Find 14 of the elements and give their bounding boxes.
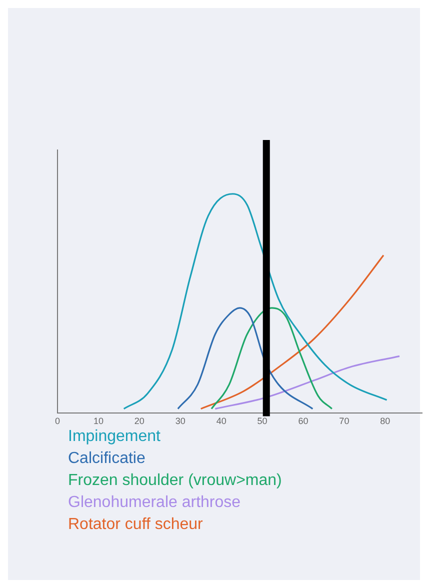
x-tick-label: 60 — [298, 416, 308, 426]
x-tick-label: 50 — [257, 416, 268, 426]
x-tick-label: 10 — [93, 416, 104, 426]
x-tick-label: 20 — [134, 416, 144, 426]
x-tick-label: 80 — [380, 416, 390, 426]
text: Rotator cuff scheur — [68, 515, 204, 535]
text: Calcificatie — [68, 449, 146, 469]
text: Frozen shoulder (vrouw>man) — [68, 471, 282, 491]
text: Glenohumerale arthrose — [68, 493, 242, 513]
series-label: Impingement — [68, 427, 162, 447]
x-tick-label: 40 — [216, 416, 226, 426]
x-tick-label: 0 — [54, 416, 60, 426]
x-tick-label: 30 — [175, 416, 186, 426]
x-tick-label: 70 — [339, 416, 350, 426]
